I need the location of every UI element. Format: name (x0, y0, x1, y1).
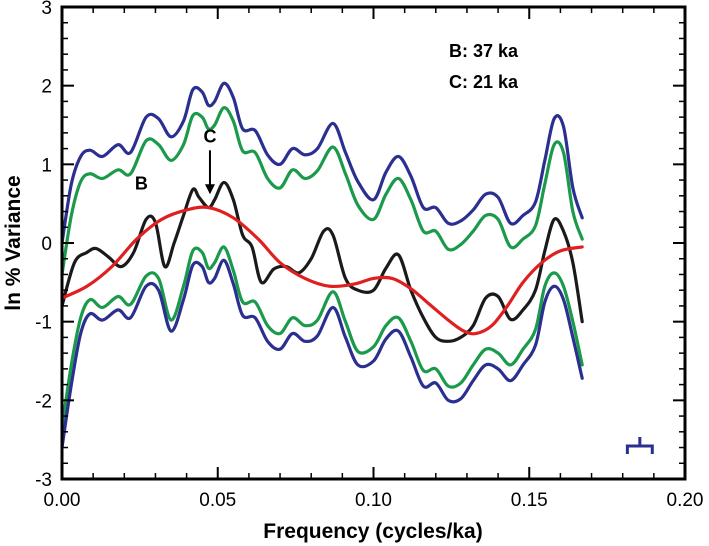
y-tick-label: 2 (41, 77, 52, 98)
x-tick-label: 0.20 (667, 490, 704, 511)
spectrum-line (60, 180, 584, 343)
x-tick-label: 0.10 (355, 490, 392, 511)
legend-entry-c: C: 21 ka (449, 72, 519, 92)
inner-lower-line (60, 245, 584, 430)
annotation-arrow-head (204, 184, 215, 195)
inner-upper-line (60, 106, 584, 277)
y-tick-label: 0 (41, 234, 52, 255)
annotation-b: B (135, 174, 148, 194)
outer-lower-line (60, 258, 584, 450)
y-axis-title: ln % Variance (2, 175, 25, 310)
bandwidth-marker (625, 436, 654, 454)
series-layer (60, 81, 584, 450)
outer-upper-line (60, 81, 584, 245)
x-tick-label: 0.15 (511, 490, 548, 511)
annotation-c: C (203, 126, 216, 146)
y-tick-label: -2 (35, 391, 52, 412)
y-tick-label: -1 (35, 313, 52, 334)
annotation-layer: BC (135, 126, 654, 454)
ticks-layer (61, 6, 686, 480)
y-tick-label: 3 (41, 0, 52, 19)
labels-layer: 0.00 0.05 0.10 0.15 0.20 -3 -2 -1 0 1 2 3 (35, 0, 703, 511)
x-tick-label: 0.05 (199, 490, 236, 511)
y-tick-label: 1 (41, 155, 52, 176)
legend-entry-b: B: 37 ka (449, 41, 519, 61)
plot-frame (60, 5, 687, 481)
y-tick-label: -3 (35, 470, 52, 491)
x-axis-title: Frequency (cycles/ka) (263, 520, 482, 543)
smooth-line (60, 205, 584, 336)
x-tick-label: 0.00 (44, 490, 81, 511)
